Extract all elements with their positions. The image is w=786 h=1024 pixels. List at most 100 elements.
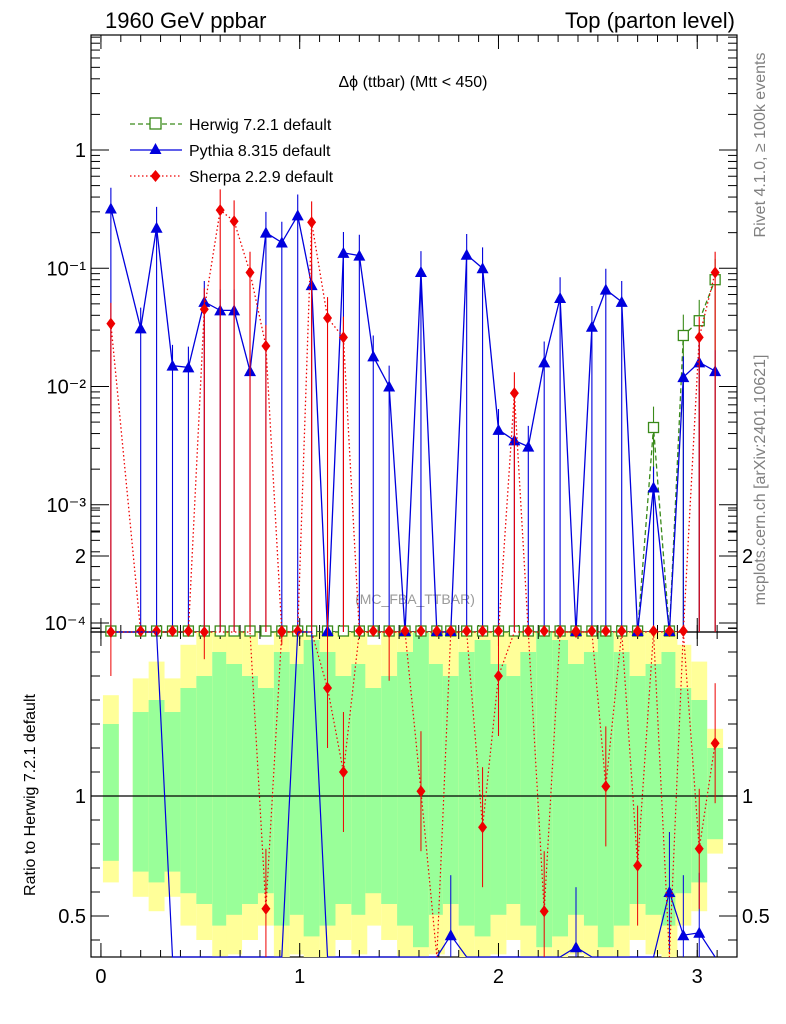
data-point-2: [245, 266, 255, 279]
data-point-2: [649, 625, 659, 637]
legend-herwig-label: Herwig 7.2.1 default: [189, 117, 332, 134]
ratio-point-2: [199, 626, 209, 638]
data-point-2: [152, 625, 162, 637]
ratio-series: [106, 626, 720, 958]
ratio-band-green: [303, 640, 320, 937]
ratio-uncertainty-bands: [102, 632, 724, 957]
data-point-2: [136, 625, 146, 637]
ratio-tick-label-left: 0.5: [58, 906, 86, 928]
analysis-watermark: (MC_FBA_TTBAR): [355, 591, 475, 607]
data-point-2: [183, 625, 193, 637]
ratio-band-green: [458, 652, 475, 926]
ratio-line-1: [110, 631, 716, 958]
ratio-band-green: [428, 664, 445, 915]
ratio-band-green: [242, 676, 258, 904]
top-series: [104, 187, 722, 637]
legend-pythia-marker: [149, 143, 162, 154]
ratio-band-green: [506, 676, 523, 904]
legend-sherpa-label: Sherpa 2.2.9 default: [189, 169, 334, 186]
data-point-2: [523, 625, 533, 637]
ratio-point-2: [493, 670, 503, 682]
ratio-band-green: [675, 688, 692, 894]
data-point-1: [337, 246, 350, 258]
ratio-point-2: [571, 626, 581, 638]
data-point-1: [414, 265, 427, 277]
legend-pythia-label: Pythia 8.315 default: [189, 143, 331, 160]
data-point-2: [338, 331, 348, 344]
data-point-1: [291, 209, 304, 221]
ratio-band-green: [568, 664, 584, 915]
data-point-1: [383, 380, 396, 392]
data-point-1: [275, 236, 288, 248]
data-point-2: [323, 311, 333, 324]
y-tick-label: 10⁻²: [47, 377, 87, 399]
data-point-2: [462, 625, 472, 637]
ratio-band-green: [583, 652, 600, 926]
ratio-point-2: [338, 766, 348, 778]
series-line-1: [110, 208, 716, 633]
y-tick-label: 10⁻⁴: [45, 613, 86, 635]
x-tick-label: 1: [294, 966, 305, 988]
data-point-1: [677, 371, 690, 383]
ratio-point-2: [384, 626, 394, 638]
data-point-1: [615, 295, 628, 307]
ratio-point-2: [633, 859, 643, 872]
ratio-point-2: [106, 626, 116, 638]
data-point-2: [539, 625, 549, 637]
data-point-1: [166, 359, 179, 371]
data-point-2: [601, 625, 611, 637]
data-point-1: [150, 221, 163, 233]
y-tick-label: 1: [75, 140, 86, 162]
data-point-1: [259, 226, 272, 238]
ratio-tick-label-left: 1: [75, 786, 86, 808]
data-point-2: [617, 625, 627, 637]
data-point-2: [587, 625, 597, 637]
ratio-band-green: [289, 664, 306, 915]
ratio-point-2: [710, 737, 720, 750]
ratio-point-2: [694, 842, 704, 855]
ratio-point-1: [663, 886, 676, 897]
ratio-band-green: [442, 676, 459, 904]
header-left: 1960 GeV ppbar: [105, 8, 266, 33]
ratio-band-green: [132, 712, 149, 872]
ratio-band-green: [319, 652, 336, 926]
x-tick-label: 0: [95, 966, 106, 988]
ratio-band-green: [212, 652, 229, 926]
ratio-point-1: [444, 929, 457, 941]
data-point-2: [493, 625, 503, 637]
data-point-2: [229, 215, 239, 228]
chart-title: Δϕ (ttbar) (Mtt < 450): [338, 74, 487, 91]
data-point-0: [647, 421, 660, 434]
mcplots-label: mcplots.cern.ch [arXiv:2401.10621]: [752, 355, 769, 606]
y-tick-label: 10⁻¹: [47, 258, 87, 280]
data-point-2: [633, 625, 643, 637]
ratio-y-label: Ratio to Herwig 7.2.1 default: [22, 694, 39, 896]
axes: 0 1 2 3 10⁻⁴ 10⁻³ 10⁻² 10⁻¹ 1 0.5 0.5 1 1 2 2: [45, 35, 770, 988]
data-point-2: [261, 340, 271, 353]
data-point-2: [416, 625, 426, 637]
ratio-band-green: [613, 652, 630, 926]
data-point-1: [104, 202, 117, 214]
data-point-2: [446, 625, 456, 637]
ratio-band-green: [365, 688, 382, 894]
data-point-1: [134, 322, 147, 334]
data-point-1: [554, 292, 567, 304]
ratio-band-green: [148, 700, 165, 883]
ratio-tick-label-right: 1: [742, 786, 753, 808]
ratio-band-green: [226, 664, 243, 915]
ratio-band-green: [381, 676, 398, 904]
ratio-band-green: [164, 712, 181, 872]
ratio-point-2: [478, 821, 488, 834]
data-point-1: [522, 440, 535, 452]
ratio-band-green: [351, 664, 368, 915]
ratio-point-2: [277, 626, 287, 638]
ratio-band-green: [490, 664, 507, 915]
data-point-1: [585, 320, 598, 332]
legend-sherpa-marker: [150, 170, 161, 182]
ratio-tick-label-right: 2: [742, 546, 753, 568]
legend-herwig-marker: [149, 117, 162, 130]
data-point-1: [460, 248, 473, 260]
data-point-2: [293, 625, 303, 637]
data-point-0: [677, 329, 689, 342]
